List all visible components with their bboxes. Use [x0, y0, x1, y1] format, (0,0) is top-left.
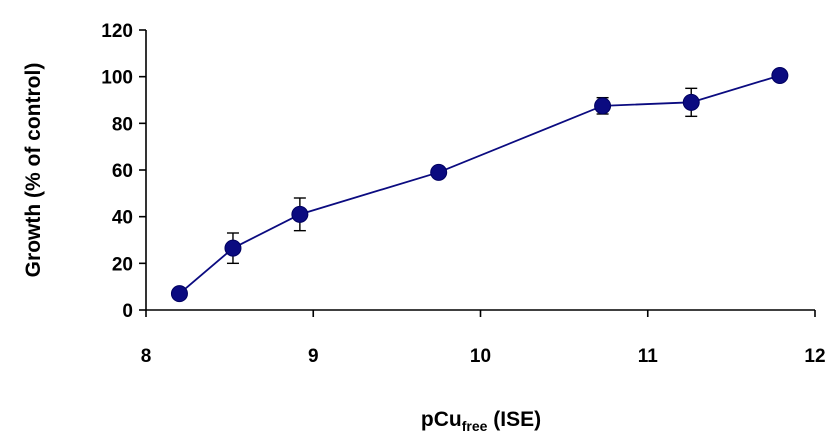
series — [170, 67, 789, 303]
data-point — [430, 163, 448, 181]
x-tick-label: 8 — [141, 346, 152, 367]
x-axis-title-main: pCu — [421, 408, 462, 431]
data-point — [224, 239, 242, 257]
y-axis-title: Growth (% of control) — [22, 63, 45, 278]
x-tick-label: 9 — [308, 346, 319, 367]
x-axis-title-sub: free — [462, 418, 488, 434]
x-axis-title-suffix: (ISE) — [487, 408, 541, 431]
y-tick-label: 40 — [112, 208, 133, 229]
data-point — [682, 93, 700, 111]
x-tick-label: 10 — [470, 346, 491, 367]
data-point — [594, 97, 612, 115]
y-tick-label: 120 — [101, 21, 133, 42]
y-tick-label: 80 — [112, 114, 133, 135]
y-tick-label: 100 — [101, 68, 133, 89]
x-ticks: 8 9 10 11 12 — [141, 310, 826, 367]
data-point — [170, 285, 188, 303]
axes — [145, 30, 815, 311]
y-tick-label: 60 — [112, 161, 133, 182]
y-tick-label: 20 — [112, 254, 133, 275]
y-ticks: 0 20 40 60 80 100 120 — [101, 21, 146, 322]
x-axis-title: pCufree (ISE) — [421, 408, 541, 434]
data-point — [291, 205, 309, 223]
data-point — [771, 67, 789, 84]
y-tick-label: 0 — [122, 301, 133, 322]
x-tick-label: 12 — [804, 346, 825, 367]
x-tick-label: 11 — [638, 346, 659, 367]
